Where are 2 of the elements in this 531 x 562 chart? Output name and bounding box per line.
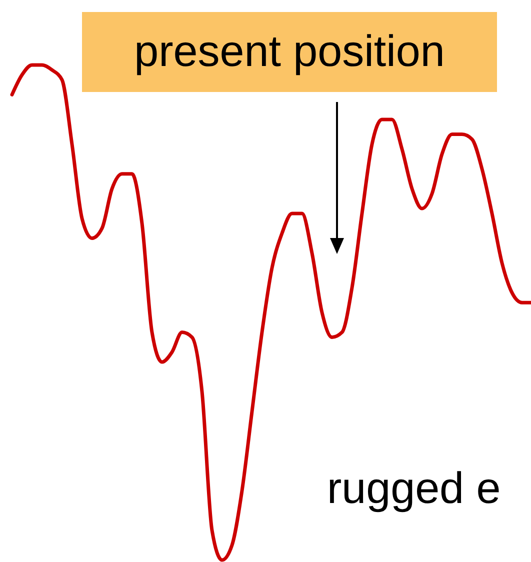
annotation: rugged e	[327, 464, 501, 513]
annotation: present position	[134, 27, 445, 76]
